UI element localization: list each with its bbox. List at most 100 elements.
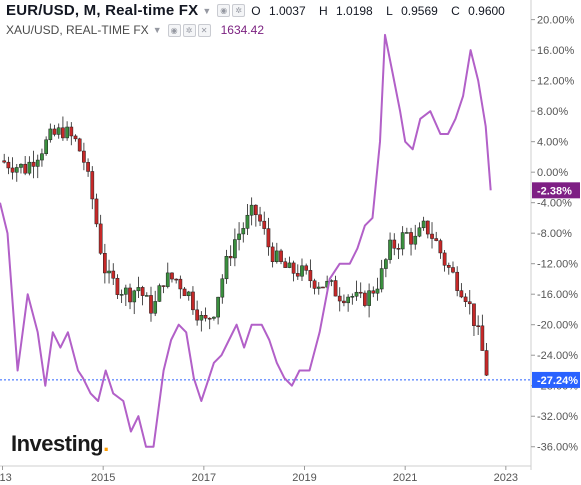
candle-body — [354, 291, 359, 297]
candle-body — [132, 290, 137, 303]
candle-body — [228, 256, 233, 259]
candle-body — [400, 232, 405, 250]
open-value: O 1.0037 — [251, 3, 306, 18]
candle-body — [274, 250, 279, 262]
x-tick-label: 2023 — [494, 472, 518, 484]
candle-body — [249, 204, 254, 216]
candle-body — [144, 295, 149, 297]
candle-body — [476, 325, 481, 327]
candle-body — [77, 138, 82, 152]
y-tick-label: 20.00% — [537, 15, 575, 27]
candle-body — [69, 126, 74, 137]
eurusd-candles — [0, 116, 531, 381]
eye-icon[interactable]: ◉ — [217, 4, 231, 17]
chevron-down-icon[interactable]: ▼ — [152, 25, 162, 35]
candle-body — [199, 315, 204, 321]
symbol-title[interactable]: EUR/USD, M, Real-time FX — [6, 2, 199, 19]
candle-body — [321, 286, 325, 289]
candle-body — [304, 265, 309, 271]
compare-symbol[interactable]: XAU/USD, REAL-TIME FX — [6, 23, 149, 37]
candle-body — [262, 220, 267, 229]
candle-body — [56, 127, 61, 135]
candle-body — [409, 232, 413, 245]
candle-body — [27, 161, 32, 174]
x-tick-label: 2015 — [91, 472, 115, 484]
candle-body — [442, 252, 447, 266]
candle-body — [438, 240, 443, 254]
candle-body — [119, 294, 124, 296]
candle-body — [136, 287, 141, 292]
candle-body — [182, 288, 187, 297]
last-value-badges: -2.38% -27.24% — [532, 182, 580, 388]
candle-body — [480, 325, 485, 351]
candle-body — [455, 271, 460, 291]
candle-body — [279, 250, 283, 262]
candle-body — [31, 161, 36, 167]
candle-body — [371, 290, 376, 294]
candle-body — [417, 227, 422, 237]
x-tick-label: 2021 — [393, 472, 417, 484]
eye-icon[interactable]: ◉ — [167, 23, 181, 37]
gear-icon[interactable]: ✲ — [232, 4, 246, 17]
candle-body — [128, 287, 132, 303]
candle-body — [430, 233, 434, 239]
candle-body — [23, 163, 28, 174]
y-tick-label: -20.00% — [537, 320, 578, 332]
investing-logo: Investing. — [11, 431, 109, 456]
candle-body — [90, 171, 95, 200]
candle-body — [283, 261, 288, 268]
candle-body — [86, 162, 90, 172]
y-tick-label: -4.00% — [537, 198, 572, 210]
close-value: C 0.9600 — [451, 3, 505, 18]
chevron-down-icon[interactable]: ▼ — [202, 5, 212, 16]
candle-body — [308, 270, 313, 282]
y-tick-label: -36.00% — [537, 442, 578, 454]
eurusd-last-badge-bg — [532, 371, 580, 388]
y-tick-label: 12.00% — [537, 76, 575, 88]
candle-body — [463, 296, 468, 302]
candle-body — [316, 286, 321, 289]
candle-body — [14, 167, 19, 173]
candle-body — [103, 253, 107, 274]
close-icon[interactable]: ✕ — [197, 23, 211, 37]
main-legend[interactable]: EUR/USD, M, Real-time FX ▼ ◉ ✲ O 1.0037 … — [6, 2, 515, 19]
candle-body — [363, 292, 367, 306]
candle-body — [392, 239, 397, 249]
candle-body — [212, 316, 216, 319]
candle-body — [270, 246, 275, 262]
y-tick-label: 8.00% — [537, 106, 568, 118]
compare-legend[interactable]: XAU/USD, REAL-TIME FX ▼ ◉ ✲ ✕ 1634.42 — [6, 23, 264, 37]
candle-body — [342, 300, 346, 304]
xauusd-line — [0, 33, 492, 448]
candle-body — [300, 265, 304, 277]
candle-body — [258, 214, 262, 222]
x-tick-label: 013 — [0, 472, 12, 484]
candle-body — [233, 239, 237, 259]
candle-body — [111, 270, 116, 279]
candle-body — [388, 239, 392, 260]
y-tick-label: -24.00% — [537, 350, 578, 362]
candle-body — [207, 317, 212, 320]
gear-icon[interactable]: ✲ — [182, 23, 196, 37]
candle-body — [421, 220, 426, 229]
candle-body — [178, 278, 183, 290]
price-axis[interactable]: 20.00%16.00%12.00%8.00%4.00%0.00%-4.00%-… — [530, 0, 578, 470]
candle-body — [291, 262, 296, 274]
candle-body — [350, 296, 355, 298]
x-tick-label: 2017 — [192, 472, 216, 484]
candle-body — [333, 280, 338, 297]
candle-body — [174, 278, 179, 281]
compare-value: 1634.42 — [220, 23, 264, 37]
y-tick-label: 4.00% — [537, 137, 568, 149]
candle-body — [266, 228, 271, 248]
time-axis[interactable]: 013 2015 2017 2019 2021 2023 — [0, 465, 531, 484]
candle-body — [337, 295, 342, 302]
candle-body — [245, 214, 250, 229]
high-value: H 1.0198 — [319, 3, 373, 18]
candle-body — [123, 287, 128, 295]
candle-body — [346, 296, 350, 304]
candle-body — [44, 139, 48, 154]
compare-last-badge-bg — [532, 182, 580, 199]
candle-body — [220, 278, 225, 298]
